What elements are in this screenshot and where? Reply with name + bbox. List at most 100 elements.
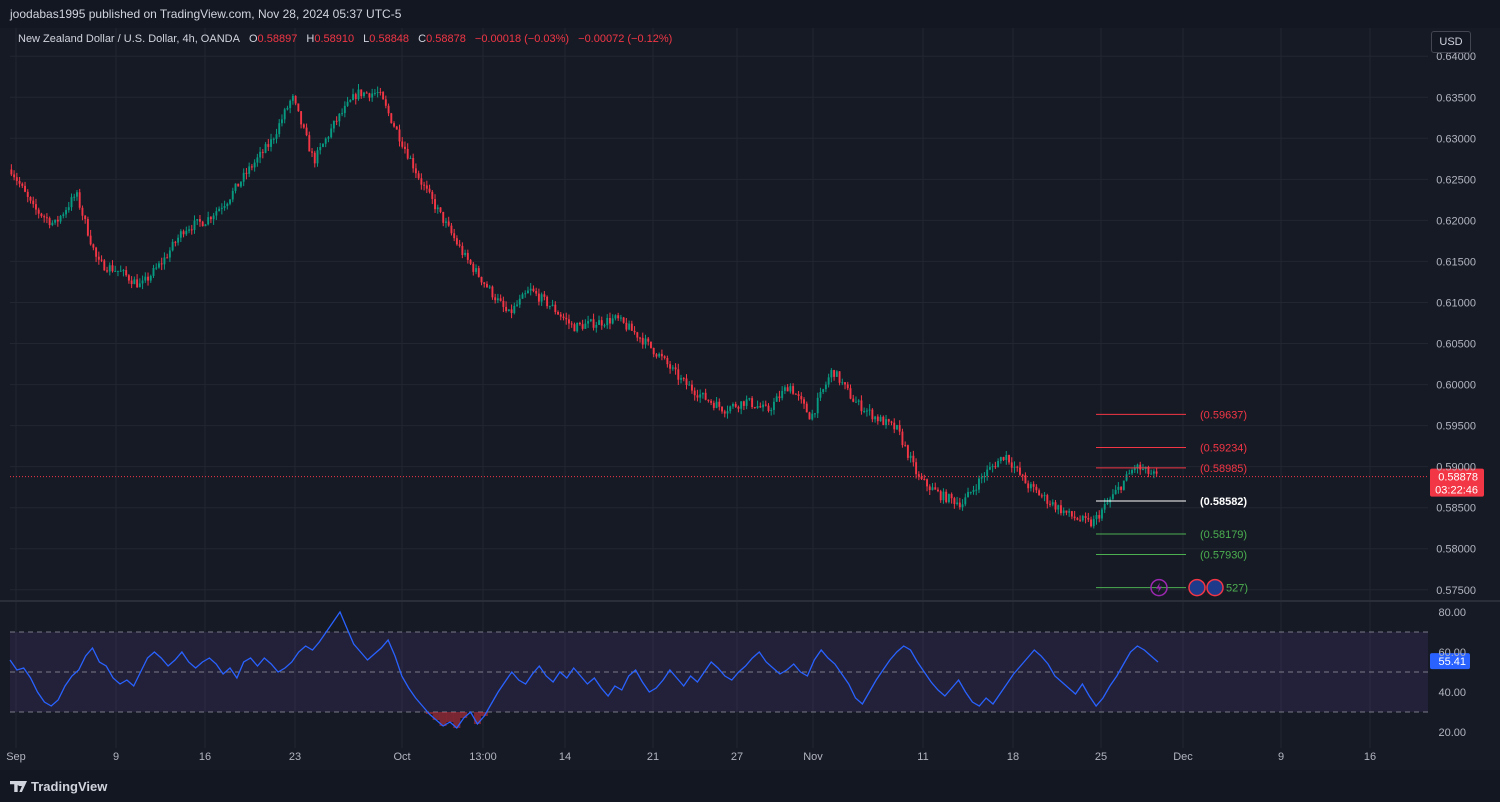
brand-text: TradingView — [31, 779, 108, 794]
candle-body — [166, 257, 169, 259]
candle-body — [302, 124, 305, 128]
currency-button[interactable]: USD — [1431, 31, 1471, 53]
candle-body — [1076, 518, 1079, 520]
candle-body — [114, 270, 117, 272]
candle-body — [603, 325, 606, 327]
candle-body — [103, 260, 106, 271]
candle-body — [330, 128, 333, 138]
candle-body — [1027, 483, 1030, 489]
candle-body — [163, 257, 166, 265]
candle-body — [324, 138, 327, 144]
candle-body — [65, 210, 67, 215]
candle-body — [660, 353, 663, 357]
candle-body — [510, 309, 513, 314]
candle-body — [234, 183, 237, 191]
candle-body — [685, 378, 688, 386]
bottom-bar: TradingView — [0, 770, 1500, 802]
candle-body — [477, 268, 480, 277]
candle-body — [513, 305, 516, 314]
candle-body — [551, 304, 554, 306]
price-tick-label: 0.63000 — [1436, 133, 1476, 145]
candle-body — [1084, 515, 1087, 518]
low-label: L — [363, 33, 370, 45]
level-label: (0.57930) — [1200, 549, 1247, 561]
candle-body — [953, 498, 956, 504]
price-tick-label: 0.59500 — [1436, 421, 1476, 433]
candle-body — [909, 455, 912, 458]
candle-body — [420, 178, 423, 185]
candle-body — [56, 219, 59, 222]
candle-body — [773, 401, 775, 410]
candle-body — [756, 406, 759, 408]
candle-body — [923, 478, 926, 480]
candle-body — [674, 367, 677, 370]
last-price-label-bg[interactable] — [1430, 468, 1484, 497]
candle-body — [461, 245, 464, 255]
candle-body — [548, 305, 551, 307]
candle-body — [395, 126, 398, 130]
candle-body — [868, 409, 871, 411]
candle-body — [207, 217, 210, 225]
x-tick-label: 9 — [1278, 751, 1284, 763]
candle-body — [824, 384, 827, 390]
change-value: −0.00018 (−0.03%) — [474, 33, 570, 45]
candle-body — [808, 412, 811, 420]
candle-body — [570, 323, 573, 325]
candle-body — [669, 364, 672, 369]
candle-body — [48, 218, 51, 226]
symbol-name[interactable]: New Zealand Dollar / U.S. Dollar, 4h, OA… — [18, 33, 240, 45]
level-label: (0.58582) — [1200, 496, 1247, 508]
candle-body — [529, 288, 532, 291]
candle-body — [86, 219, 89, 236]
candle-body — [264, 144, 267, 153]
us-flag-event-icon[interactable] — [1206, 578, 1224, 597]
candle-body — [1155, 471, 1158, 474]
candle-body — [1016, 466, 1019, 468]
candle-body — [1139, 464, 1142, 470]
candle-body — [964, 497, 967, 505]
candle-body — [775, 396, 778, 402]
candle-body — [715, 401, 718, 408]
candle-body — [37, 209, 40, 214]
candle-body — [1024, 475, 1027, 484]
candle-body — [617, 315, 620, 319]
candle-body — [379, 92, 382, 94]
candle-body — [745, 399, 748, 406]
candle-body — [291, 95, 294, 101]
x-tick-label: 27 — [731, 751, 743, 763]
candle-body — [127, 275, 130, 281]
candle-body — [647, 338, 650, 342]
candle-body — [666, 357, 669, 365]
candle-body — [24, 185, 26, 192]
candle-body — [45, 217, 48, 219]
tradingview-logo[interactable]: TradingView — [10, 779, 107, 794]
rsi-layer: 55.41 — [9, 610, 1470, 729]
candle-body — [609, 317, 611, 324]
candle-body — [997, 460, 1000, 468]
candle-body — [133, 279, 136, 285]
rsi-oversold-fill — [439, 712, 447, 726]
candle-body — [1002, 457, 1005, 460]
us-flag-event-icon[interactable] — [1188, 578, 1206, 597]
candle-body — [874, 416, 877, 420]
candle-body — [636, 332, 639, 338]
candle-body — [466, 252, 469, 260]
lightning-event-icon[interactable] — [1150, 578, 1168, 597]
x-tick-label: 21 — [647, 751, 659, 763]
candle-body — [767, 405, 770, 411]
candle-body — [961, 504, 964, 508]
candle-body — [313, 152, 316, 164]
candle-body — [1090, 519, 1092, 527]
candle-body — [297, 103, 300, 112]
candle-body — [559, 314, 562, 317]
candle-body — [792, 386, 795, 394]
candle-body — [272, 138, 275, 140]
candle-body — [122, 270, 125, 272]
candle-body — [201, 221, 204, 227]
candle-body — [595, 324, 598, 328]
candle-body — [67, 207, 70, 211]
candle-body — [253, 162, 256, 168]
candle-body — [967, 491, 969, 498]
candle-body — [141, 280, 144, 284]
